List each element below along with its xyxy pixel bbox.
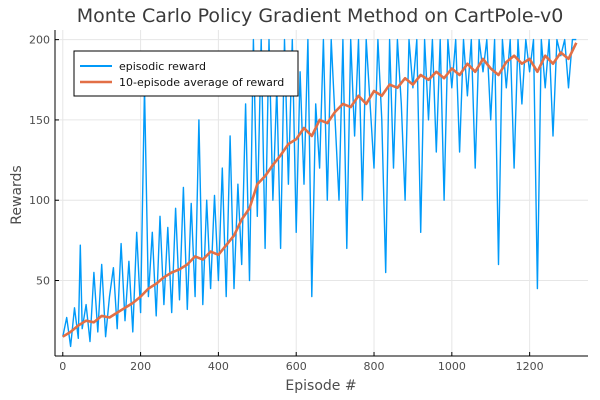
x-tick-label: 1000 [438,360,466,373]
series-line-episodic [62,38,577,348]
legend-box [73,50,299,97]
x-tick-label: 600 [286,360,307,373]
y-tick-label: 50 [36,275,50,288]
series-line-average [62,42,578,338]
legend: episodic reward 10-episode average of re… [73,50,299,97]
x-tick-label: 200 [130,360,151,373]
x-tick-label: 400 [208,360,229,373]
y-tick-label: 200 [29,34,50,47]
axis-layer: 0 200 400 600 800 1000 1200 50 100 150 200 [29,30,588,373]
x-axis-title: Episode # [285,378,356,394]
chart-title: Monte Carlo Policy Gradient Method on Ca… [77,5,564,27]
y-axis-title: Rewards [9,165,25,224]
x-tick-label: 800 [364,360,385,373]
legend-label-average: 10-episode average of reward [119,76,284,89]
series-layer [62,38,578,348]
y-tick-label: 150 [29,114,50,127]
x-tick-label: 1200 [516,360,544,373]
x-tick-label: 0 [59,360,66,373]
y-tick-label: 100 [29,194,50,207]
legend-label-episodic: episodic reward [119,60,206,73]
